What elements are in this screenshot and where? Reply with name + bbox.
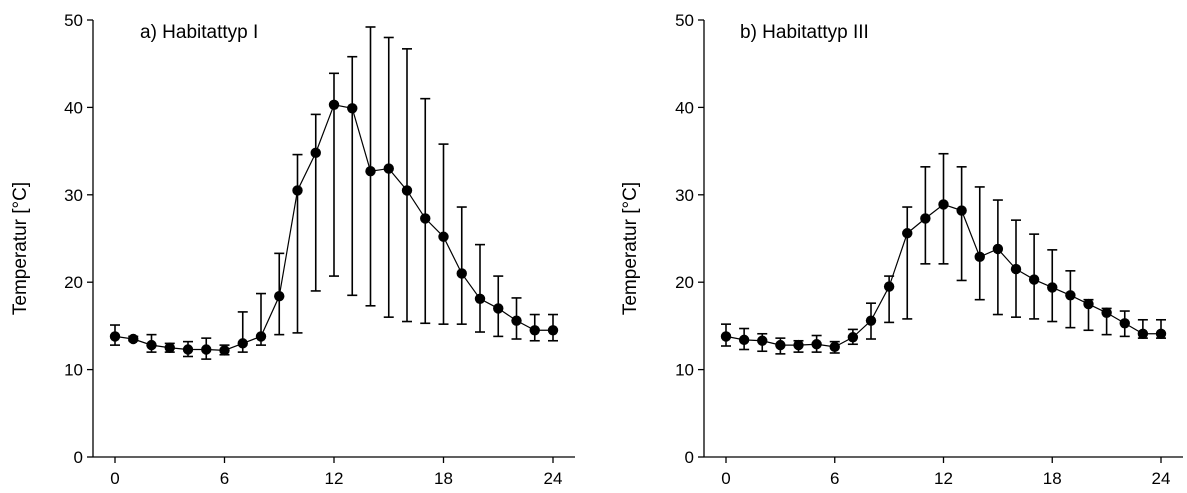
y-tick-label: 10 <box>675 361 694 380</box>
chart-panel-b: 0 10 20 30 40 50 0 6 12 18 24 Temperatur [°C] b) Hab… <box>620 11 1183 488</box>
data-point <box>347 103 358 114</box>
data-point <box>992 243 1004 255</box>
data-point <box>383 163 394 174</box>
data-point <box>1155 328 1167 339</box>
y-tick-label: 40 <box>64 98 83 117</box>
data-point <box>420 213 431 224</box>
data-point <box>920 213 931 224</box>
data-point <box>1047 282 1058 293</box>
chart-panel-a: 0 10 20 30 40 50 0 6 12 18 24 Temperatur [°C] a) Hab… <box>10 11 575 488</box>
data-point <box>902 228 913 239</box>
x-tick-label: 0 <box>721 469 730 488</box>
data-point <box>219 345 230 356</box>
data-point <box>720 331 732 342</box>
data-point <box>292 185 303 196</box>
y-tick-label: 20 <box>64 273 83 292</box>
y-tick-label: 50 <box>675 11 694 30</box>
data-point <box>547 325 559 336</box>
data-point <box>1028 274 1040 285</box>
data-point <box>738 334 750 346</box>
x-tick-label: 6 <box>830 469 839 488</box>
data-point <box>401 185 413 196</box>
data-point <box>328 99 340 110</box>
y-tick-label: 0 <box>685 448 694 467</box>
data-point <box>883 281 895 292</box>
data-point <box>128 333 139 345</box>
data-point <box>146 339 157 351</box>
x-tick-label: 24 <box>1152 469 1171 488</box>
chart-title: b) Habitattyp III <box>740 22 869 43</box>
data-point <box>793 339 804 351</box>
data-point <box>829 341 840 353</box>
data-point <box>1010 263 1022 275</box>
data-point <box>865 315 877 326</box>
data-point <box>310 147 321 159</box>
data-point <box>1083 298 1094 310</box>
data-point <box>1119 318 1130 329</box>
data-point <box>164 342 175 353</box>
data-point <box>1137 328 1149 339</box>
data-point <box>493 303 504 314</box>
data-point <box>529 325 540 336</box>
x-tick-label: 24 <box>544 469 563 488</box>
x-tick-label: 0 <box>110 469 119 488</box>
data-point <box>474 293 486 305</box>
data-point <box>938 199 949 210</box>
y-tick-label: 30 <box>675 186 694 205</box>
data-point <box>255 331 267 342</box>
data-point <box>182 344 194 355</box>
data-point <box>956 205 967 216</box>
data-point <box>511 315 522 326</box>
data-point <box>365 166 376 177</box>
data-point <box>1101 307 1112 318</box>
x-tick-label: 18 <box>1043 469 1062 488</box>
y-tick-label: 10 <box>64 361 83 380</box>
data-point <box>456 268 467 279</box>
data-point <box>757 335 768 346</box>
x-tick-label: 12 <box>934 469 953 488</box>
data-point <box>274 290 285 302</box>
y-axis-title: Temperatur [°C] <box>10 182 31 315</box>
y-tick-label: 30 <box>64 186 83 205</box>
data-point <box>811 339 822 350</box>
x-tick-label: 12 <box>325 469 344 488</box>
data-point <box>1065 290 1076 301</box>
data-point <box>201 344 212 355</box>
chart-title: a) Habitattyp I <box>140 22 258 43</box>
data-point <box>847 332 859 343</box>
y-tick-label: 40 <box>675 98 694 117</box>
data-point <box>438 231 449 242</box>
x-tick-label: 18 <box>434 469 453 488</box>
data-point <box>775 339 786 351</box>
x-tick-label: 6 <box>220 469 229 488</box>
y-tick-label: 0 <box>74 448 83 467</box>
y-axis-title: Temperatur [°C] <box>620 182 641 315</box>
y-tick-label: 50 <box>64 11 83 30</box>
data-point <box>109 331 121 342</box>
data-point <box>974 251 985 263</box>
y-tick-label: 20 <box>675 273 694 292</box>
data-point <box>237 338 248 349</box>
